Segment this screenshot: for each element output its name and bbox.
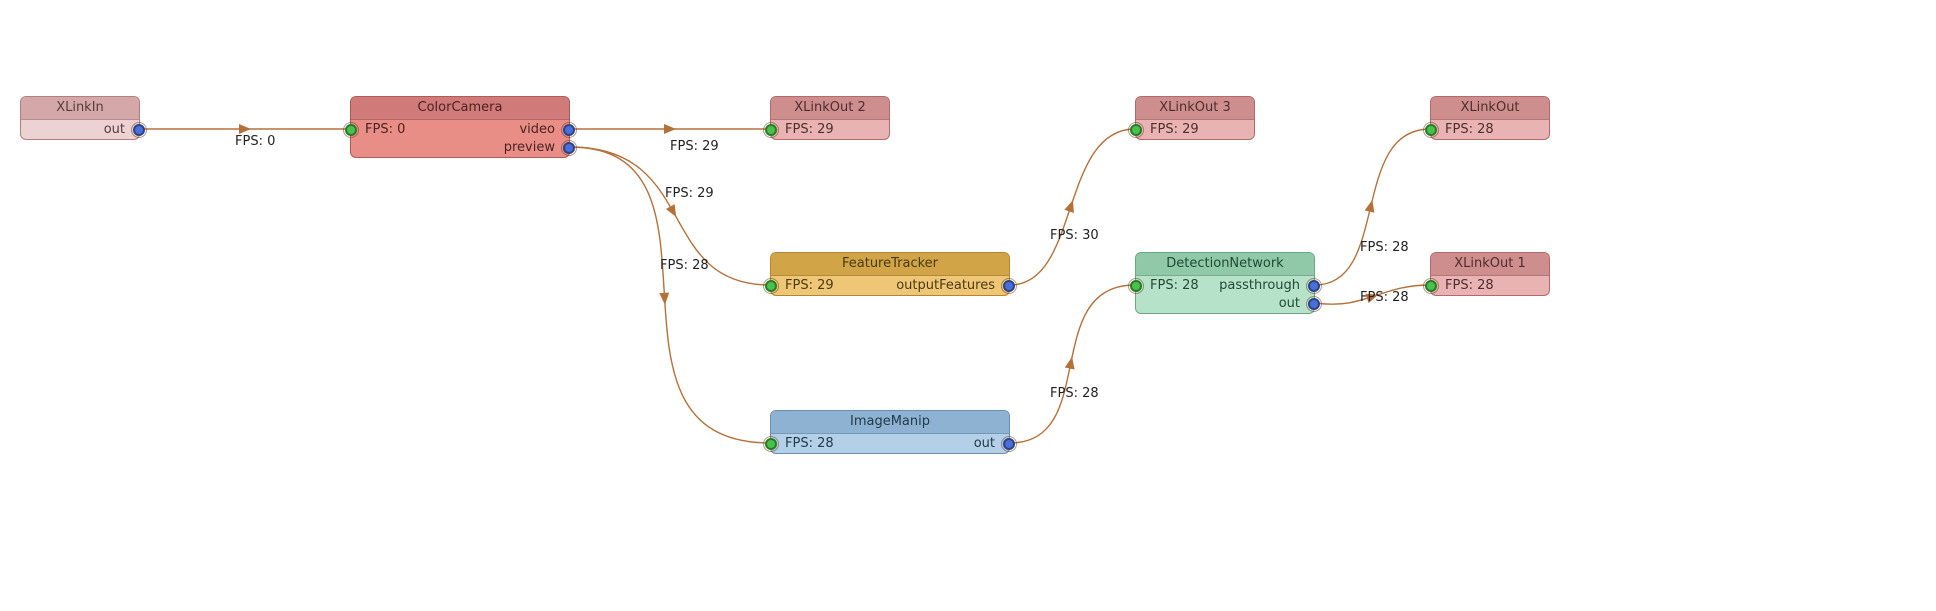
node-feature_tracker[interactable]: FeatureTracker FPS: 29 outputFeatures — [770, 252, 1010, 296]
xlink_in-output-out-port[interactable] — [133, 124, 145, 136]
node-detection_network-title: DetectionNetwork — [1136, 253, 1314, 276]
node-color_camera-fps: FPS: 0 — [365, 122, 405, 137]
detection_network-input-in-port[interactable] — [1130, 280, 1142, 292]
feature_tracker-outputFeatures-label: outputFeatures — [896, 278, 995, 293]
node-detection_network[interactable]: DetectionNetwork FPS: 28 passthrough out — [1135, 252, 1315, 314]
xlink_out1-input-in-port[interactable] — [1425, 280, 1437, 292]
edge-label: FPS: 28 — [1050, 386, 1099, 401]
node-xlink_in[interactable]: XLinkIn out — [20, 96, 140, 140]
color_camera-output-video-port[interactable] — [563, 124, 575, 136]
color_camera-output-preview-port[interactable] — [563, 142, 575, 154]
node-xlink_out1-fps: FPS: 28 — [1445, 278, 1494, 293]
feature_tracker-input-in-port[interactable] — [765, 280, 777, 292]
node-xlink_out2-title: XLinkOut 2 — [771, 97, 889, 120]
edge-feature_tracker-outputFeatures-to-xlink_out3-in — [1010, 129, 1135, 285]
edge-label: FPS: 0 — [235, 134, 275, 149]
edge-layer — [0, 0, 1936, 611]
xlink_out3-input-in-port[interactable] — [1130, 124, 1142, 136]
image_manip-output-out-port[interactable] — [1003, 438, 1015, 450]
detection_network-output-out-port[interactable] — [1308, 298, 1320, 310]
node-xlink_out3[interactable]: XLinkOut 3 FPS: 29 — [1135, 96, 1255, 140]
xlink_in-out-label: out — [104, 122, 125, 137]
node-xlink_out3-title: XLinkOut 3 — [1136, 97, 1254, 120]
node-xlink_out-title: XLinkOut — [1431, 97, 1549, 120]
edge-detection_network-passthrough-to-xlink_out-in — [1315, 129, 1430, 285]
edge-label: FPS: 30 — [1050, 228, 1099, 243]
node-xlink_out3-fps: FPS: 29 — [1150, 122, 1199, 137]
edge-label: FPS: 29 — [665, 186, 714, 201]
color_camera-input-in-port[interactable] — [345, 124, 357, 136]
edge-label: FPS: 28 — [1360, 290, 1409, 305]
feature_tracker-output-outputFeatures-port[interactable] — [1003, 280, 1015, 292]
node-feature_tracker-title: FeatureTracker — [771, 253, 1009, 276]
node-feature_tracker-fps: FPS: 29 — [785, 278, 834, 293]
node-xlink_out-fps: FPS: 28 — [1445, 122, 1494, 137]
node-xlink_out1[interactable]: XLinkOut 1 FPS: 28 — [1430, 252, 1550, 296]
node-xlink_out2[interactable]: XLinkOut 2 FPS: 29 — [770, 96, 890, 140]
node-xlink_out1-title: XLinkOut 1 — [1431, 253, 1549, 276]
node-image_manip-title: ImageManip — [771, 411, 1009, 434]
edge-image_manip-out-to-detection_network-in — [1010, 285, 1135, 443]
edge-label: FPS: 28 — [660, 258, 709, 273]
node-color_camera[interactable]: ColorCamera FPS: 0 video preview — [350, 96, 570, 158]
image_manip-out-label: out — [974, 436, 995, 451]
xlink_out2-input-in-port[interactable] — [765, 124, 777, 136]
node-color_camera-title: ColorCamera — [351, 97, 569, 120]
image_manip-input-in-port[interactable] — [765, 438, 777, 450]
detection_network-out-label: out — [1279, 296, 1300, 311]
detection_network-passthrough-label: passthrough — [1219, 278, 1300, 293]
edge-label: FPS: 29 — [670, 139, 719, 154]
color_camera-preview-label: preview — [504, 140, 555, 155]
xlink_out-input-in-port[interactable] — [1425, 124, 1437, 136]
node-xlink_out2-fps: FPS: 29 — [785, 122, 834, 137]
node-detection_network-fps: FPS: 28 — [1150, 278, 1199, 293]
edge-label: FPS: 28 — [1360, 240, 1409, 255]
node-image_manip-fps: FPS: 28 — [785, 436, 834, 451]
color_camera-video-label: video — [519, 122, 555, 137]
node-image_manip[interactable]: ImageManip FPS: 28 out — [770, 410, 1010, 454]
node-xlink_out[interactable]: XLinkOut FPS: 28 — [1430, 96, 1550, 140]
node-xlink_in-title: XLinkIn — [21, 97, 139, 120]
detection_network-output-passthrough-port[interactable] — [1308, 280, 1320, 292]
